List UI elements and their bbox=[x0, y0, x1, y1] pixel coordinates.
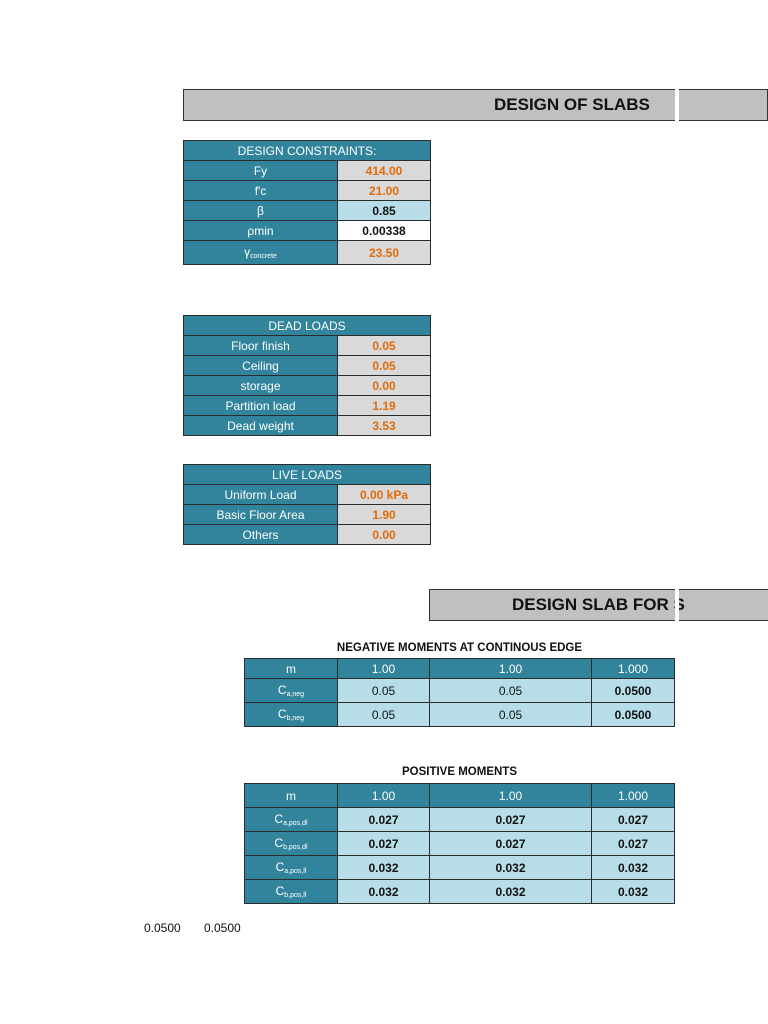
constraint-value-gamma: 23.50 bbox=[337, 240, 431, 265]
neg-cell: 0.05 bbox=[429, 702, 592, 727]
neg-cell: 0.05 bbox=[337, 678, 430, 703]
negative-moments-caption: NEGATIVE MOMENTS AT CONTINOUS EDGE bbox=[336, 642, 583, 654]
constraint-value-fc: 21.00 bbox=[337, 180, 431, 201]
live-loads-table: LIVE LOADS Uniform Load 0.00 kPa Basic F… bbox=[183, 464, 431, 545]
footer-value: 0.0500 bbox=[204, 921, 241, 935]
neg-row-label: Ca,neg bbox=[244, 678, 338, 703]
live-load-value: 1.90 bbox=[337, 504, 431, 525]
pos-cell: 0.032 bbox=[429, 855, 592, 880]
page-title: DESIGN OF SLABS bbox=[494, 95, 650, 114]
pos-row-label: Cb,pos,dl bbox=[244, 831, 338, 856]
dead-load-label: Ceiling bbox=[183, 355, 338, 376]
constraint-label-beta: β bbox=[183, 200, 338, 221]
neg-m-value: 1.00 bbox=[429, 658, 592, 679]
dead-load-value: 1.19 bbox=[337, 395, 431, 416]
neg-cell: 0.05 bbox=[337, 702, 430, 727]
live-load-value: 0.00 kPa bbox=[337, 484, 431, 505]
pos-cell: 0.027 bbox=[591, 807, 675, 832]
pos-row-label: Cb,pos,ll bbox=[244, 879, 338, 904]
pos-cell: 0.027 bbox=[337, 807, 430, 832]
title-bar-design-slab: DESIGN SLAB FOR S bbox=[429, 589, 768, 621]
pos-cell: 0.032 bbox=[591, 855, 675, 880]
dead-load-value: 0.05 bbox=[337, 335, 431, 356]
pos-row-label: Ca,pos,ll bbox=[244, 855, 338, 880]
neg-row-label: Cb,neg bbox=[244, 702, 338, 727]
neg-m-label: m bbox=[244, 658, 338, 679]
pos-cell: 0.032 bbox=[337, 855, 430, 880]
pos-m-label: m bbox=[244, 783, 338, 808]
pos-cell: 0.027 bbox=[429, 831, 592, 856]
live-load-label: Uniform Load bbox=[183, 484, 338, 505]
live-loads-header: LIVE LOADS bbox=[183, 464, 431, 485]
pos-cell: 0.027 bbox=[591, 831, 675, 856]
live-load-value: 0.00 bbox=[337, 524, 431, 545]
dead-load-label: Floor finish bbox=[183, 335, 338, 356]
section-title: DESIGN SLAB FOR S bbox=[512, 595, 685, 614]
dead-load-value: 0.00 bbox=[337, 375, 431, 396]
neg-cell: 0.05 bbox=[429, 678, 592, 703]
negative-moments-table: m 1.00 1.00 1.000 Ca,neg 0.05 0.05 0.050… bbox=[244, 658, 675, 727]
pos-row-label: Ca,pos,dl bbox=[244, 807, 338, 832]
pos-cell: 0.032 bbox=[429, 879, 592, 904]
gamma-symbol: γ bbox=[244, 245, 251, 259]
constraint-value-fy: 414.00 bbox=[337, 160, 431, 181]
pos-cell: 0.032 bbox=[591, 879, 675, 904]
dead-loads-header: DEAD LOADS bbox=[183, 315, 431, 336]
positive-moments-caption: POSITIVE MOMENTS bbox=[401, 766, 517, 778]
dead-loads-table: DEAD LOADS Floor finish 0.05 Ceiling 0.0… bbox=[183, 315, 431, 436]
constraint-label-fc: f'c bbox=[183, 180, 338, 201]
neg-m-value: 1.00 bbox=[337, 658, 430, 679]
pos-cell: 0.032 bbox=[337, 879, 430, 904]
design-constraints-header: DESIGN CONSTRAINTS: bbox=[183, 140, 431, 161]
constraint-label-gamma: γconcrete bbox=[183, 240, 338, 265]
live-load-label: Others bbox=[183, 524, 338, 545]
constraint-value-rhomin: 0.00338 bbox=[337, 220, 431, 241]
gamma-subscript: concrete bbox=[250, 253, 277, 260]
pos-cell: 0.027 bbox=[337, 831, 430, 856]
pos-m-value: 1.000 bbox=[591, 783, 675, 808]
design-constraints-table: DESIGN CONSTRAINTS: Fy 414.00 f'c 21.00 … bbox=[183, 140, 431, 265]
pos-m-value: 1.00 bbox=[429, 783, 592, 808]
dead-load-label: storage bbox=[183, 375, 338, 396]
dead-load-label: Partition load bbox=[183, 395, 338, 416]
constraint-label-fy: Fy bbox=[183, 160, 338, 181]
neg-cell: 0.0500 bbox=[591, 678, 675, 703]
dead-load-label: Dead weight bbox=[183, 415, 338, 436]
constraint-value-beta: 0.85 bbox=[337, 200, 431, 221]
constraint-label-rhomin: ρmin bbox=[183, 220, 338, 241]
live-load-label: Basic Floor Area bbox=[183, 504, 338, 525]
footer-value: 0.0500 bbox=[144, 921, 181, 935]
dead-load-value: 3.53 bbox=[337, 415, 431, 436]
positive-moments-table: m 1.00 1.00 1.000 Ca,pos,dl 0.027 0.027 … bbox=[244, 783, 675, 904]
neg-cell: 0.0500 bbox=[591, 702, 675, 727]
neg-m-value: 1.000 bbox=[591, 658, 675, 679]
pos-m-value: 1.00 bbox=[337, 783, 430, 808]
pos-cell: 0.027 bbox=[429, 807, 592, 832]
title-bar-design-of-slabs: DESIGN OF SLABS bbox=[183, 89, 768, 121]
dead-load-value: 0.05 bbox=[337, 355, 431, 376]
